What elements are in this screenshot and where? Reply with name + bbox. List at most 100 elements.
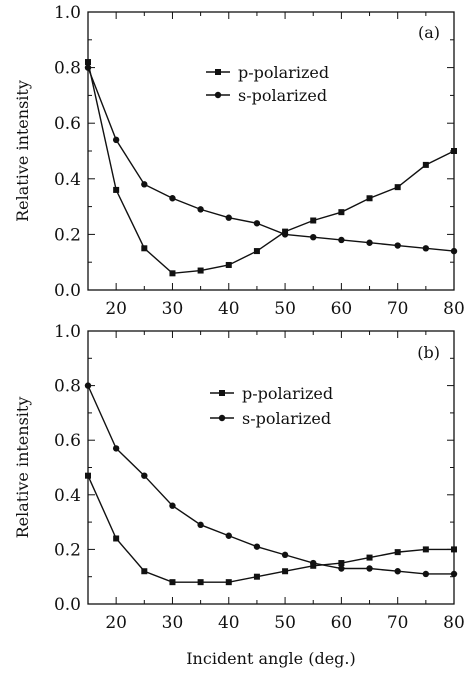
- data-point: [451, 546, 457, 553]
- series-p-polarized: [85, 472, 457, 586]
- data-point: [225, 261, 232, 268]
- legend-marker: [214, 91, 222, 99]
- data-point: [281, 551, 289, 559]
- legend-marker: [215, 69, 221, 75]
- data-point: [422, 570, 430, 578]
- x-tick-label: 50: [274, 299, 296, 319]
- plot-frame: [87, 330, 455, 605]
- panel-label: (b): [417, 343, 440, 362]
- data-point: [113, 186, 120, 193]
- data-point: [85, 59, 91, 66]
- legend-marker: [218, 414, 226, 422]
- data-point: [85, 472, 91, 479]
- data-point: [225, 579, 232, 586]
- data-point: [366, 195, 373, 202]
- x-tick-label: 60: [331, 613, 353, 633]
- data-point: [197, 206, 204, 213]
- data-point: [450, 247, 458, 255]
- x-tick-label: 20: [105, 613, 127, 633]
- legend-entry: s-polarized: [210, 409, 331, 428]
- data-point: [253, 573, 260, 580]
- data-point: [282, 568, 289, 575]
- x-tick-label: 70: [387, 613, 409, 633]
- data-point: [338, 209, 345, 216]
- series-s-polarized: [84, 382, 458, 578]
- data-point: [394, 184, 401, 191]
- chart-panel-a: 20 30 40 50 60 70 80 0.0 0.2 0.4 0.6 0.8 1.0 Relative…: [13, 3, 465, 319]
- data-point: [197, 521, 204, 529]
- data-point: [84, 64, 92, 71]
- chart-panel-b: 20 30 40 50 60 70 80 0.0 0.2 0.4 0.6 0.8 1.0 Relative…: [13, 322, 465, 668]
- legend-entry: p-polarized: [210, 384, 333, 403]
- y-tick-label: 0.2: [54, 540, 81, 560]
- y-tick-label: 0.8: [54, 377, 81, 397]
- data-point: [338, 565, 345, 572]
- panel-label: (a): [418, 23, 440, 42]
- data-point: [422, 546, 429, 553]
- data-point: [141, 568, 148, 575]
- data-point: [253, 248, 260, 255]
- series-line: [87, 385, 454, 575]
- x-tick-label: 80: [443, 613, 465, 633]
- data-point: [422, 161, 429, 168]
- x-tick-label: 60: [331, 299, 353, 319]
- y-axis-title: Relative intensity: [13, 397, 32, 539]
- y-tick-label: 0.6: [54, 431, 81, 451]
- x-tick-label: 40: [218, 613, 240, 633]
- y-tick-label: 0.2: [54, 225, 81, 245]
- data-point: [338, 236, 345, 244]
- data-point: [169, 579, 176, 586]
- data-point: [310, 559, 317, 567]
- data-point: [366, 565, 373, 572]
- data-point: [112, 136, 120, 144]
- data-point: [169, 502, 176, 509]
- y-axis-title: Relative intensity: [13, 80, 32, 222]
- legend-label: s-polarized: [238, 86, 327, 105]
- data-point: [253, 220, 261, 227]
- x-tick-label: 20: [105, 299, 127, 319]
- y-tick-label: 0.0: [54, 595, 81, 615]
- y-tick-label: 0.4: [54, 486, 81, 506]
- data-point: [310, 233, 317, 241]
- data-point: [169, 270, 176, 277]
- x-tick-label: 50: [274, 613, 296, 633]
- y-tick-label: 0.6: [54, 114, 81, 134]
- data-point: [338, 560, 345, 567]
- data-point: [450, 570, 458, 578]
- legend-label: s-polarized: [242, 409, 331, 428]
- x-axis-title: Incident angle (deg.): [186, 649, 356, 668]
- data-point: [422, 245, 430, 252]
- data-point: [141, 245, 148, 252]
- data-point: [84, 382, 92, 389]
- data-point: [169, 195, 176, 202]
- series-line: [87, 61, 455, 275]
- data-point: [253, 543, 261, 550]
- data-point: [394, 568, 401, 575]
- data-point: [394, 549, 401, 556]
- x-tick-label: 30: [162, 613, 184, 633]
- data-point: [366, 554, 373, 561]
- y-tick-label: 0.4: [54, 170, 81, 190]
- legend-label: p-polarized: [242, 384, 333, 403]
- data-point: [281, 231, 289, 238]
- series-p-polarized: [85, 59, 457, 277]
- y-tick-label: 0.0: [54, 281, 81, 301]
- legend-entry: p-polarized: [206, 63, 329, 82]
- series-s-polarized: [84, 64, 458, 255]
- data-point: [197, 579, 204, 586]
- series-line: [87, 475, 454, 583]
- legend-entry: s-polarized: [206, 86, 327, 105]
- x-tick-label: 40: [218, 299, 240, 319]
- data-point: [451, 148, 457, 154]
- data-point: [113, 535, 120, 542]
- x-tick-label: 70: [387, 299, 409, 319]
- data-point: [366, 239, 373, 246]
- data-point: [141, 472, 148, 479]
- legend-label: p-polarized: [238, 63, 329, 82]
- x-tick-label: 80: [443, 299, 465, 319]
- x-tick-label: 30: [162, 299, 184, 319]
- y-tick-label: 1.0: [54, 3, 81, 23]
- legend-marker: [219, 390, 225, 396]
- data-point: [225, 532, 232, 539]
